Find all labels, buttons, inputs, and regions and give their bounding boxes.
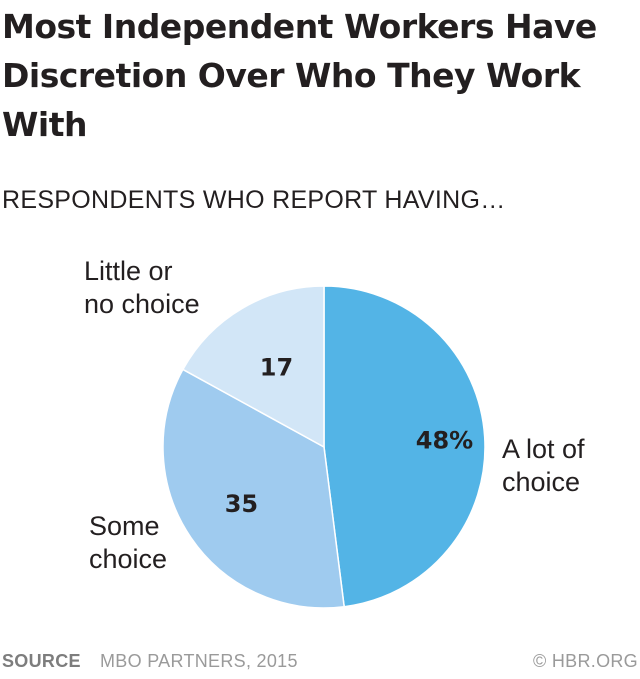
category-label-some-choice: Some choice bbox=[89, 511, 167, 574]
pie-slice-some-choice bbox=[162, 368, 346, 609]
pie-slice-little-or-no-choice bbox=[181, 285, 325, 449]
value-label-a-lot-of-choice: 48% bbox=[416, 426, 473, 454]
source-text: MBO PARTNERS, 2015 bbox=[100, 651, 298, 671]
category-label-little-or-no-choice: Little or no choice bbox=[84, 256, 200, 319]
value-label-little-or-no-choice: 17 bbox=[260, 354, 293, 382]
value-label-some-choice: 35 bbox=[225, 490, 258, 518]
copyright: © HBR.ORG bbox=[533, 651, 638, 671]
chart-subtitle: RESPONDENTS WHO REPORT HAVING… bbox=[2, 186, 506, 214]
chart-title: Most Independent Workers Have Discretion… bbox=[2, 7, 597, 144]
pie-slice-a-lot-of-choice bbox=[323, 285, 486, 608]
source-label: SOURCE bbox=[2, 651, 81, 671]
footer: SOURCE MBO PARTNERS, 2015 © HBR.ORG bbox=[0, 651, 640, 675]
category-label-a-lot-of-choice: A lot of choice bbox=[502, 434, 585, 497]
